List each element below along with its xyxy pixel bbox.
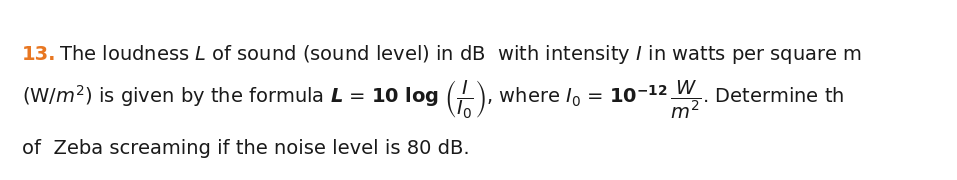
Text: of  Zeba screaming if the noise level is 80 dB.: of Zeba screaming if the noise level is … — [22, 138, 470, 158]
Text: (W/$m^2$) is given by the formula $\boldsymbol{L}$ = $\mathbf{10\ log}$ $\left(\: (W/$m^2$) is given by the formula $\bold… — [22, 79, 844, 121]
Text: 13.: 13. — [22, 46, 56, 64]
Text: The loudness $L$ of sound (sound level) in dB  with intensity $I$ in watts per s: The loudness $L$ of sound (sound level) … — [53, 44, 862, 66]
